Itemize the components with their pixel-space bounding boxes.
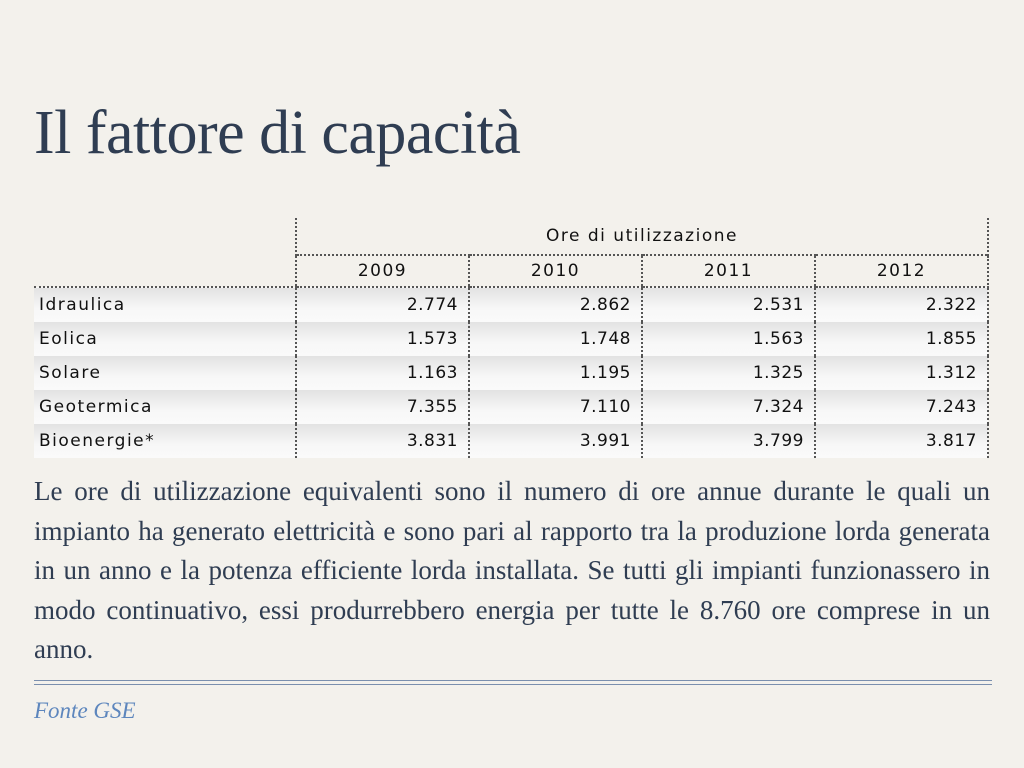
cell-value: 1.163 xyxy=(295,356,469,390)
slide-title: Il fattore di capacità xyxy=(34,99,521,167)
cell-value: 3.817 xyxy=(814,424,989,458)
cell-value: 2.774 xyxy=(295,287,469,322)
cell-value: 7.110 xyxy=(468,390,642,424)
empty-header xyxy=(34,255,296,288)
cell-value: 7.324 xyxy=(641,390,815,424)
body-text: Le ore di utilizzazione equivalenti sono… xyxy=(34,476,990,664)
cell-value: 3.991 xyxy=(468,424,642,458)
cell-value: 3.799 xyxy=(641,424,815,458)
row-label: Solare xyxy=(34,356,296,390)
year-header: 2012 xyxy=(814,254,989,288)
year-header: 2011 xyxy=(641,254,815,288)
row-label: Idraulica xyxy=(34,287,296,322)
cell-value: 2.862 xyxy=(468,287,642,322)
group-header: Ore di utilizzazione xyxy=(295,218,989,255)
table-row: Idraulica 2.774 2.862 2.531 2.322 xyxy=(34,287,989,322)
row-label: Eolica xyxy=(34,322,296,356)
cell-value: 1.195 xyxy=(468,356,642,390)
divider xyxy=(34,684,992,685)
table-row: Bioenergie* 3.831 3.991 3.799 3.817 xyxy=(34,424,989,458)
cell-value: 1.748 xyxy=(468,322,642,356)
cell-value: 1.325 xyxy=(641,356,815,390)
source-note: Fonte GSE xyxy=(34,698,136,723)
cell-value: 1.855 xyxy=(814,322,989,356)
year-header: 2009 xyxy=(295,254,469,288)
cell-value: 2.531 xyxy=(641,287,815,322)
row-label: Bioenergie* xyxy=(34,424,296,458)
divider xyxy=(34,680,992,681)
cell-value: 1.563 xyxy=(641,322,815,356)
cell-value: 7.243 xyxy=(814,390,989,424)
table-row: Eolica 1.573 1.748 1.563 1.855 xyxy=(34,322,989,356)
cell-value: 7.355 xyxy=(295,390,469,424)
cell-value: 1.312 xyxy=(814,356,989,390)
row-label: Geotermica xyxy=(34,390,296,424)
cell-value: 1.573 xyxy=(295,322,469,356)
table-row: Solare 1.163 1.195 1.325 1.312 xyxy=(34,356,989,390)
cell-value: 3.831 xyxy=(295,424,469,458)
table-row: Geotermica 7.355 7.110 7.324 7.243 xyxy=(34,390,989,424)
cell-value: 2.322 xyxy=(814,287,989,322)
empty-header xyxy=(34,218,296,255)
capacity-table: Ore di utilizzazione 2009 2010 2011 2012… xyxy=(34,218,989,458)
year-header: 2010 xyxy=(468,254,642,288)
